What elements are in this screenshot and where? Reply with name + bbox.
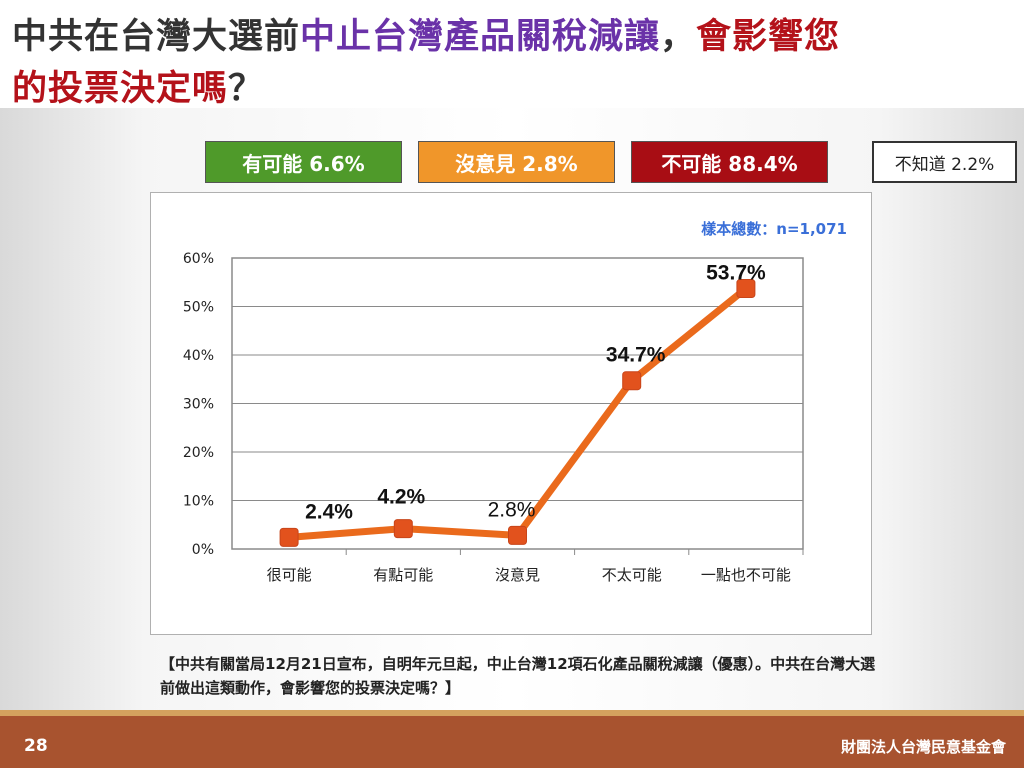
summary-likely-box: 有可能 6.6% [205, 141, 402, 183]
summary-no-opinion-box: 沒意見 2.8% [418, 141, 615, 183]
x-tick-label: 一點也不可能 [701, 566, 791, 584]
page-title-line-2: 的投票決定嗎？ [12, 60, 264, 111]
data-label: 2.4% [305, 500, 353, 523]
data-label: 4.2% [377, 486, 425, 509]
title-seg: 中共在台灣大選前 [12, 17, 301, 57]
title-seg: ？ [228, 69, 265, 109]
title-seg: 會影響您 [696, 17, 841, 57]
footer: 28 財團法人台灣民意基金會 [0, 710, 1024, 768]
page-number: 28 [24, 736, 48, 756]
data-point [622, 371, 642, 391]
x-tick-label: 不太可能 [602, 566, 662, 584]
data-label: 2.8% [488, 498, 536, 521]
summary-unlikely-box: 不可能 88.4% [631, 141, 828, 183]
y-tick-label: 30% [183, 397, 214, 413]
sample-size-label: 樣本總數：n=1,071 [701, 220, 847, 238]
question-note: 【中共有關當局12月21日宣布，自明年元旦起，中止台灣12項石化產品關稅減讓（優… [160, 655, 876, 697]
y-tick-label: 50% [183, 300, 214, 316]
y-tick-label: 60% [183, 251, 214, 267]
y-tick-label: 20% [183, 445, 214, 461]
x-tick-label: 沒意見 [495, 566, 540, 584]
data-label: 34.7% [606, 344, 666, 367]
data-point [279, 527, 299, 547]
data-point [393, 519, 413, 539]
title-seg: 的投票決定嗎 [12, 69, 229, 109]
plot-area [231, 257, 804, 550]
y-tick-label: 0% [192, 542, 214, 558]
title-seg: 中止台灣產品關稅減讓 [300, 17, 661, 57]
data-point [736, 279, 756, 299]
title-seg: ， [660, 17, 697, 57]
y-tick-label: 10% [183, 494, 214, 510]
line-chart: 樣本總數：n=1,071 0% 10% 20% 30% 40% 50% 60% 很可能 有點可能 沒… [183, 220, 847, 584]
data-point [508, 525, 527, 545]
x-tick-label: 很可能 [267, 566, 312, 584]
y-tick-label: 40% [183, 348, 214, 364]
page-title-line-1: 中共在台灣大選前中止台灣產品關稅減讓，會影響您 [12, 8, 840, 59]
title-area: 中共在台灣大選前中止台灣產品關稅減讓，會影響您 的投票決定嗎？ [0, 0, 1024, 111]
organization-name: 財團法人台灣民意基金會 [840, 738, 1006, 756]
data-label: 53.7% [706, 262, 766, 285]
summary-dont-know-box: 不知道 2.2% [872, 141, 1017, 183]
x-tick-label: 有點可能 [373, 566, 433, 584]
chart-panel [150, 192, 872, 635]
